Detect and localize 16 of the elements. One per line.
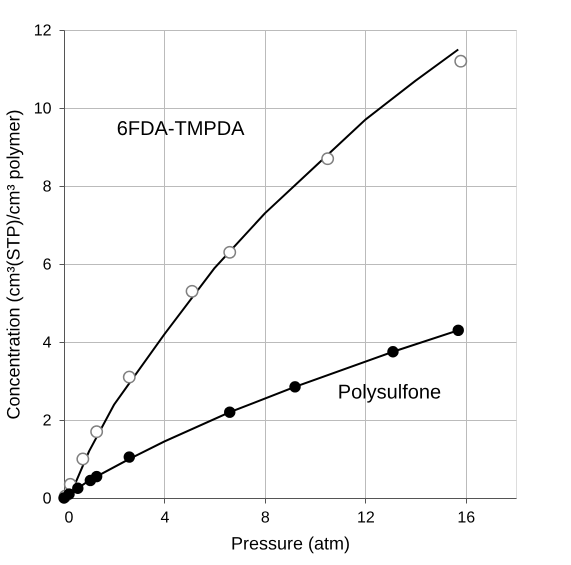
y-tick-label: 0 — [42, 490, 52, 508]
x-tick-label: 4 — [160, 510, 170, 526]
y-tick-label: 10 — [34, 100, 52, 118]
x-tick-label: 12 — [356, 510, 375, 526]
y-tick-label: 6 — [42, 256, 52, 274]
y-tick-label: 4 — [42, 334, 52, 352]
annotation: Polysulfone — [338, 382, 442, 404]
x-tick-label: 16 — [457, 510, 476, 526]
y-axis-title: Concentration (cm³(STP)/cm³ polymer) — [4, 109, 24, 420]
y-tick-label: 12 — [34, 22, 52, 40]
annotation: 6FDA-TMPDA — [116, 118, 246, 140]
y-tick-label: 8 — [42, 178, 52, 196]
x-tick-label: 0 — [64, 510, 74, 526]
y-tick-label: 2 — [42, 412, 52, 430]
x-tick-label: 8 — [260, 510, 270, 526]
x-axis-title: Pressure (atm) — [230, 534, 350, 554]
